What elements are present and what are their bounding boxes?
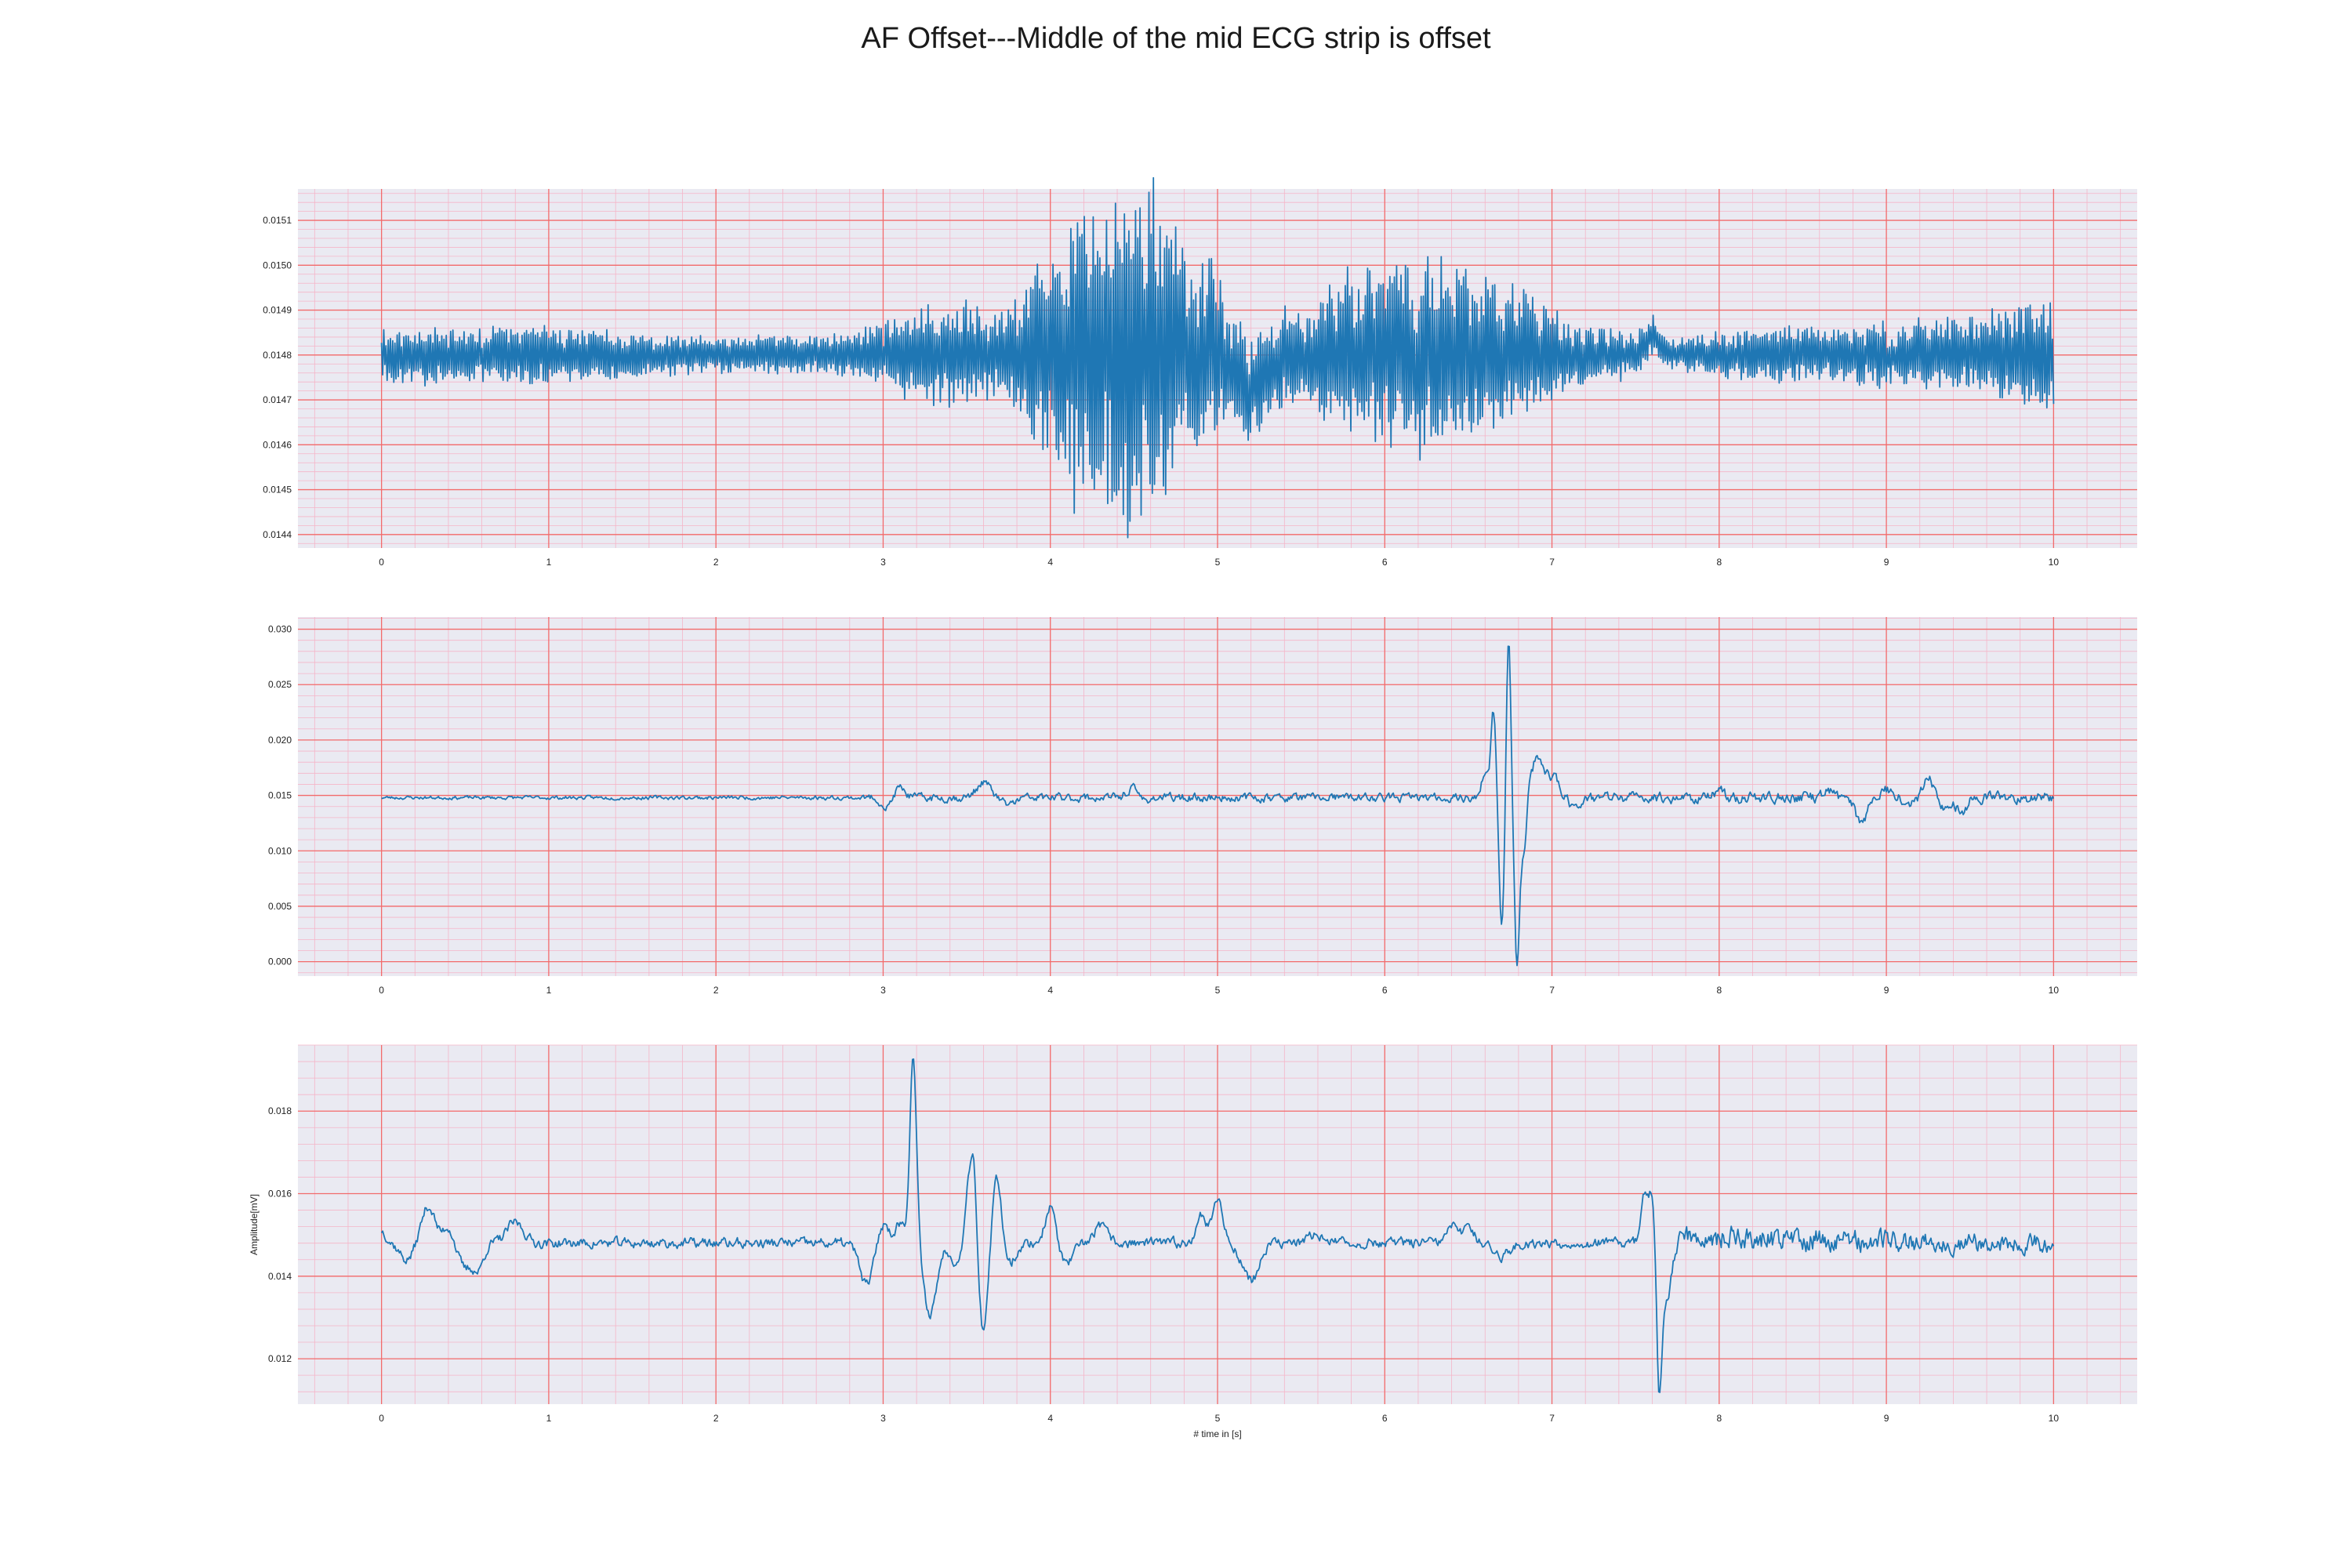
ecg-panel-2: 0 1 2 3 4 5 6 7 8 9 10 0.000 0.005 0.010 0.015 0.020 0.0…: [268, 617, 2137, 996]
x-tick-label: 1: [546, 985, 552, 996]
x-tick-label: 9: [1884, 557, 1889, 568]
ecg-panel-3: 0 1 2 3 4 5 6 7 8 9 10 0.012 0.014 0.016 0.018 # time i…: [249, 1044, 2137, 1439]
x-tick-label: 0: [379, 985, 384, 996]
x-tick-label: 5: [1215, 1413, 1221, 1424]
x-tick-label: 10: [2049, 557, 2060, 568]
y-tick-label: 0.000: [268, 956, 292, 967]
y-tick-label: 0.0150: [263, 260, 292, 270]
ecg-series-line: [380, 176, 2055, 539]
x-tick-label: 9: [1884, 985, 1889, 996]
x-tick-label: 2: [713, 985, 719, 996]
y-tick-label: 0.0147: [263, 394, 292, 405]
ecg-series-line: [380, 1058, 2055, 1393]
x-tick-label: 5: [1215, 557, 1221, 568]
x-tick-label: 9: [1884, 1413, 1889, 1424]
x-tick-label: 0: [379, 1413, 384, 1424]
x-tick-label: 10: [2049, 1413, 2060, 1424]
x-tick-label: 7: [1549, 985, 1555, 996]
x-tick-label: 2: [713, 1413, 719, 1424]
x-tick-label: 8: [1716, 985, 1722, 996]
x-tick-label: 6: [1382, 985, 1388, 996]
y-axis-label: Amplitude[mV]: [249, 1194, 260, 1255]
ecg-series-line: [381, 645, 2055, 967]
x-axis-label: # time in [s]: [1193, 1428, 1241, 1439]
x-tick-label: 7: [1549, 1413, 1555, 1424]
y-tick-label: 0.010: [268, 845, 292, 856]
y-tick-label: 0.020: [268, 735, 292, 746]
x-tick-label: 2: [713, 557, 719, 568]
x-tick-label: 4: [1047, 557, 1053, 568]
y-tick-label: 0.0151: [263, 215, 292, 226]
x-tick-label: 5: [1215, 985, 1221, 996]
x-tick-label: 3: [880, 1413, 886, 1424]
y-tick-label: 0.005: [268, 901, 292, 912]
x-tick-label: 10: [2049, 985, 2060, 996]
x-tick-label: 0: [379, 557, 384, 568]
x-tick-label: 4: [1047, 985, 1053, 996]
y-tick-label: 0.018: [268, 1105, 292, 1116]
x-tick-label: 8: [1716, 557, 1722, 568]
y-tick-label: 0.0148: [263, 350, 292, 361]
x-tick-label: 1: [546, 557, 552, 568]
figure-title: AF Offset---Middle of the mid ECG strip …: [861, 22, 1491, 55]
x-tick-label: 4: [1047, 1413, 1053, 1424]
y-tick-label: 0.0144: [263, 529, 292, 540]
y-tick-label: 0.0146: [263, 439, 292, 450]
y-tick-label: 0.030: [268, 624, 292, 635]
x-tick-label: 6: [1382, 557, 1388, 568]
x-tick-label: 3: [880, 557, 886, 568]
y-tick-label: 0.016: [268, 1189, 292, 1200]
x-tick-label: 7: [1549, 557, 1555, 568]
y-tick-label: 0.014: [268, 1271, 292, 1282]
y-tick-label: 0.025: [268, 679, 292, 690]
y-tick-label: 0.015: [268, 790, 292, 801]
x-tick-label: 6: [1382, 1413, 1388, 1424]
y-tick-label: 0.0149: [263, 305, 292, 316]
x-tick-label: 3: [880, 985, 886, 996]
x-tick-label: 1: [546, 1413, 552, 1424]
x-tick-label: 8: [1716, 1413, 1722, 1424]
y-tick-label: 0.012: [268, 1353, 292, 1364]
ecg-panel-1: 0 1 2 3 4 5 6 7 8 9 10 0.0144 0.0145 0.0146 0.0147 0.01…: [263, 176, 2137, 568]
y-tick-label: 0.0145: [263, 485, 292, 495]
